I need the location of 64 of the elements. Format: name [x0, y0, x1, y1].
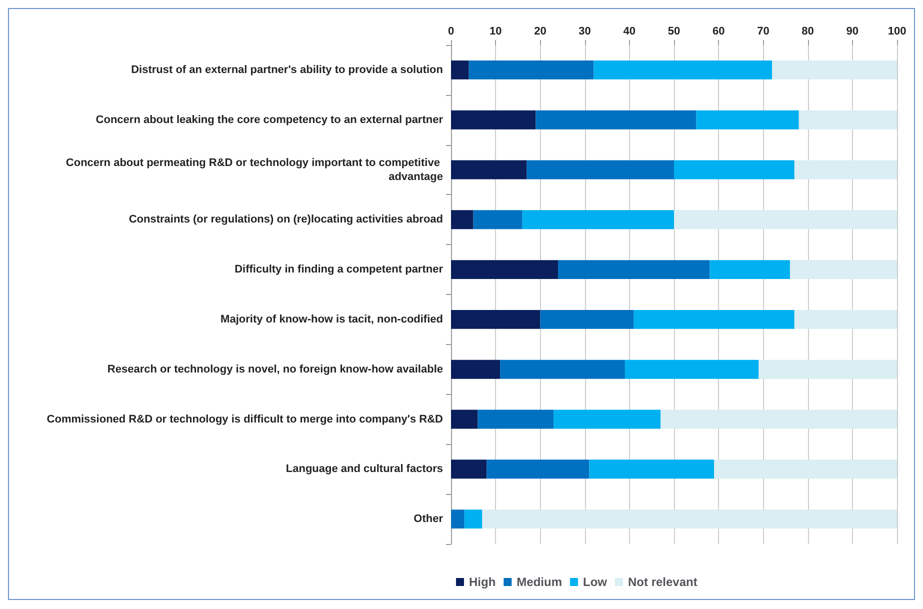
x-tick-label: 40 — [623, 26, 636, 38]
legend-label: Not relevant — [628, 575, 698, 589]
bar — [451, 210, 474, 230]
bar — [451, 310, 540, 329]
bar — [696, 110, 799, 130]
y-tick-label: Constraints (or regulations) on (re)locating activities abroad — [128, 214, 443, 226]
bar — [451, 260, 558, 280]
legend-label: Medium — [516, 575, 562, 589]
bar — [794, 160, 897, 180]
bar — [451, 110, 536, 130]
bar — [674, 210, 897, 230]
x-tick-label: 30 — [578, 26, 591, 38]
x-tick-label: 100 — [888, 26, 906, 38]
legend-label: Low — [582, 575, 608, 589]
bar — [451, 410, 478, 429]
y-tick-label: Research or technology is novel, no foreign know-how available — [107, 363, 443, 376]
x-tick-label: 20 — [534, 26, 546, 38]
x-tick-label: 0 — [448, 26, 454, 38]
bar — [464, 510, 482, 529]
bar — [634, 310, 794, 329]
x-tick-label: 50 — [668, 26, 680, 38]
bar — [558, 260, 710, 280]
bar — [794, 310, 897, 329]
bar — [478, 410, 554, 429]
bar — [486, 460, 590, 479]
bar — [798, 110, 897, 130]
x-tick-label: 60 — [712, 26, 725, 38]
legend-label: High — [469, 575, 496, 589]
y-tick-label: Concern about permeating R&D or technology important to competitive advantage — [66, 156, 443, 183]
bar — [594, 60, 772, 80]
x-tick-label: 80 — [802, 26, 814, 38]
bar — [451, 460, 487, 479]
bar — [540, 310, 634, 329]
bar — [482, 510, 897, 529]
bar — [589, 460, 714, 479]
bar — [451, 360, 500, 379]
bar — [772, 60, 897, 80]
y-tick-label: Other — [414, 513, 444, 526]
bar — [554, 410, 661, 429]
y-tick-label: Concern about leaking the core competency to an external partner — [96, 114, 444, 126]
bar — [526, 160, 674, 180]
bar — [674, 160, 794, 180]
bar — [710, 260, 790, 280]
bar — [500, 360, 625, 379]
bar — [624, 360, 759, 379]
bar — [790, 260, 897, 280]
y-tick-label: Majority of know-how is tacit, non-codified — [220, 313, 443, 326]
y-tick-label: Distrust of an external partner's ability to provide a solution — [131, 64, 444, 76]
bar — [473, 210, 522, 230]
bar — [758, 360, 897, 379]
y-tick-label: Difficulty in finding a competent partner — [234, 264, 444, 276]
x-tick-label: 90 — [846, 26, 859, 38]
bar — [714, 460, 897, 479]
x-tick-label: 70 — [757, 26, 770, 38]
bar — [468, 60, 594, 80]
x-tick-label: 10 — [489, 26, 502, 38]
bar — [451, 510, 464, 529]
y-tick-label: Commissioned R&D or technology is difficult to merge into company's R&D — [46, 413, 444, 426]
bar — [536, 110, 696, 130]
y-tick-label: Language and cultural factors — [286, 463, 443, 476]
bar — [451, 60, 469, 80]
bar — [451, 160, 527, 180]
bar — [660, 410, 897, 429]
bar — [522, 210, 674, 230]
